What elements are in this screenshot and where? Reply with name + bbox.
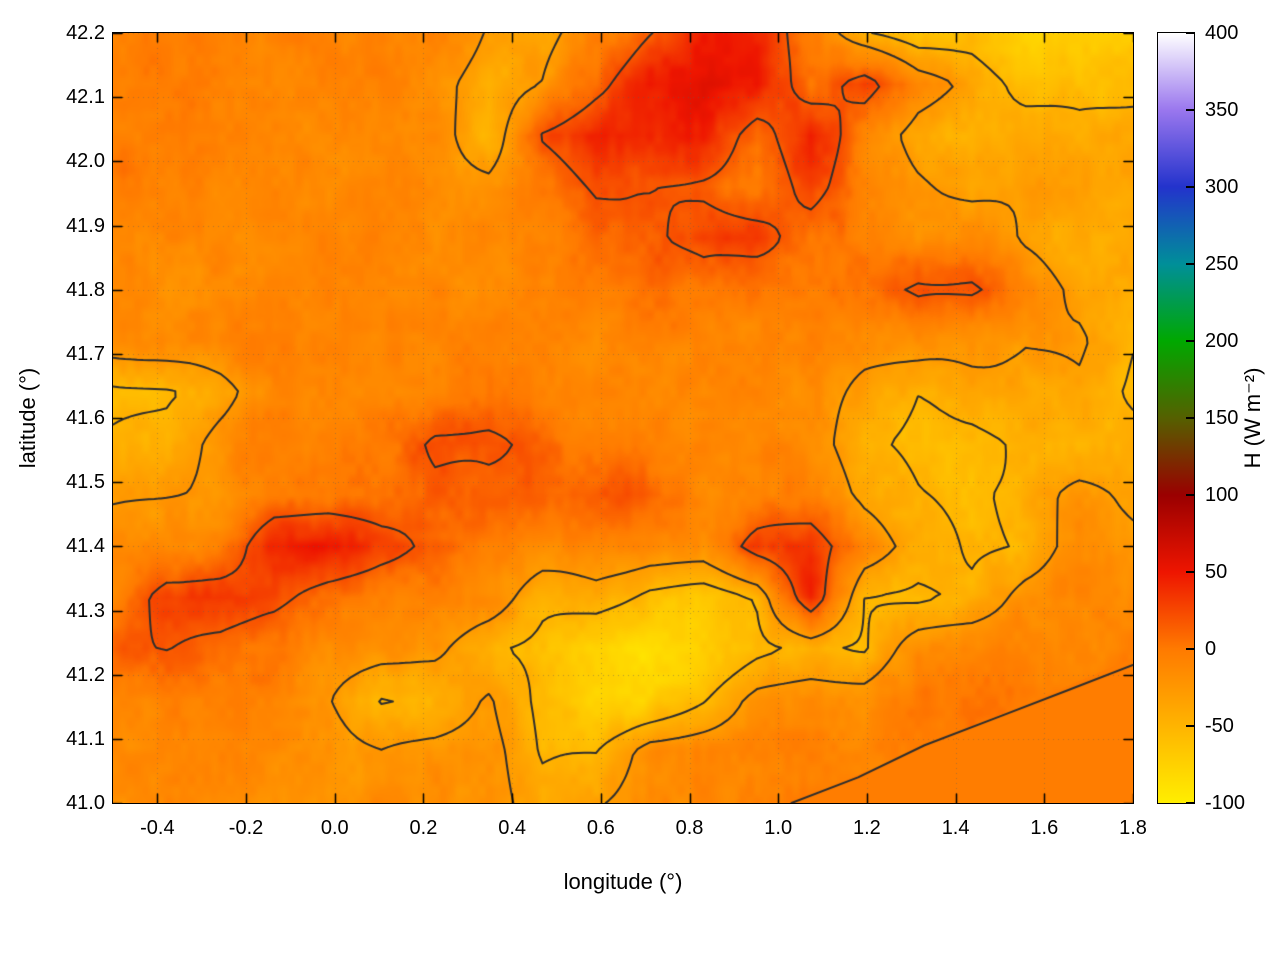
- heatmap-canvas: [113, 33, 1133, 803]
- y-tick-label: 41.4: [66, 535, 105, 558]
- colorbar-tick-label: 50: [1205, 561, 1228, 583]
- colorbar-tick-mark: [1186, 648, 1194, 650]
- x-tick-label: 1.0: [764, 817, 793, 839]
- x-tick-label: 1.4: [941, 817, 970, 839]
- y-tick-label: 41.5: [66, 471, 105, 494]
- colorbar-tick-label: 150: [1205, 407, 1239, 429]
- x-tick-label: 0.6: [586, 817, 615, 839]
- x-tick-label: -0.2: [228, 817, 264, 839]
- colorbar-tick-label: 0: [1205, 638, 1217, 660]
- y-tick-label: 41.8: [66, 278, 105, 301]
- colorbar-tick-label: 200: [1205, 330, 1239, 352]
- colorbar-tick-label: 350: [1205, 99, 1239, 121]
- y-tick-label: 42.2: [66, 22, 105, 44]
- colorbar-tick-mark: [1186, 725, 1194, 727]
- y-tick-label: 42.0: [66, 150, 105, 173]
- colorbar-tick-mark: [1186, 109, 1194, 111]
- x-tick-label: 0.8: [675, 817, 704, 839]
- colorbar-tick-label: 100: [1205, 484, 1239, 506]
- x-tick-label: 0.4: [498, 817, 527, 839]
- y-tick-label: 41.2: [66, 663, 105, 686]
- y-tick-label: 42.1: [66, 86, 105, 109]
- x-tick-label: 1.2: [853, 817, 881, 839]
- x-tick-label: 0.0: [320, 817, 349, 839]
- colorbar-tick-label: 400: [1205, 22, 1239, 44]
- colorbar-tick-label: 250: [1205, 253, 1239, 275]
- colorbar-tick-label: -100: [1205, 792, 1246, 814]
- colorbar-gradient: [1158, 32, 1194, 804]
- colorbar-tick-mark: [1186, 802, 1194, 804]
- x-tick-label: 0.2: [409, 817, 438, 839]
- y-tick-label: 41.6: [66, 407, 105, 429]
- y-tick-label: 41.9: [66, 214, 105, 237]
- colorbar-tick-label: -50: [1205, 715, 1234, 737]
- y-tick-label: 41.0: [66, 792, 105, 814]
- colorbar-tick-label: 300: [1205, 176, 1239, 198]
- y-tick-label: 41.1: [66, 727, 105, 750]
- y-tick-label: 41.7: [66, 342, 105, 365]
- colorbar-tick-mark: [1186, 186, 1194, 188]
- colorbar-tick-mark: [1186, 263, 1194, 265]
- x-tick-label: 1.8: [1119, 817, 1147, 839]
- y-axis-title: latitude (°): [15, 367, 40, 469]
- x-tick-label: -0.4: [140, 817, 175, 839]
- colorbar-tick-mark: [1186, 340, 1194, 342]
- colorbar-tick-mark: [1186, 571, 1194, 573]
- colorbar-tick-mark: [1186, 494, 1194, 496]
- x-tick-label: 1.6: [1030, 817, 1059, 839]
- colorbar-tick-mark: [1186, 417, 1194, 419]
- colorbar-tick-mark: [1186, 32, 1194, 34]
- x-axis-title: longitude (°): [563, 869, 683, 894]
- y-tick-label: 41.3: [66, 599, 105, 622]
- colorbar: [1157, 32, 1195, 804]
